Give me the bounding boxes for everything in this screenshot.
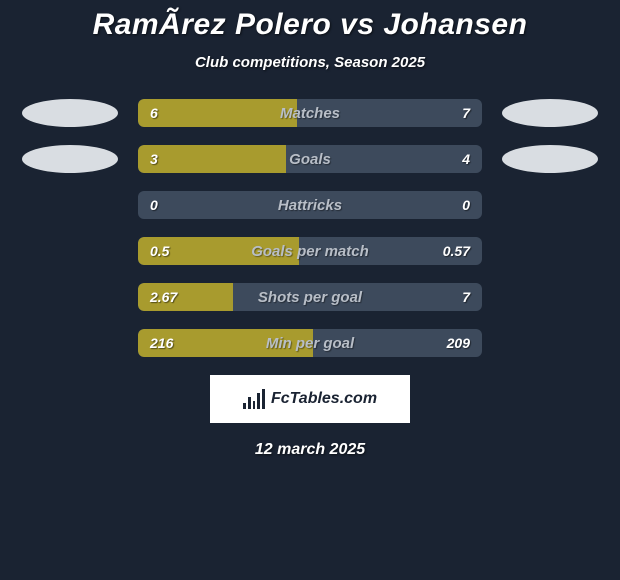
stat-label: Hattricks — [138, 191, 482, 219]
stat-row: 0.50.57Goals per match — [0, 237, 620, 265]
player-badge-left — [22, 283, 118, 311]
stat-value-right: 7 — [450, 283, 482, 311]
stat-value-left: 2.67 — [138, 283, 189, 311]
subtitle: Club competitions, Season 2025 — [0, 54, 620, 71]
comparison-container: RamÃ­rez Polero vs Johansen Club competi… — [0, 0, 620, 459]
logo-text: FcTables.com — [271, 390, 377, 408]
stat-bar: 34Goals — [138, 145, 482, 173]
player-badge-right — [502, 329, 598, 357]
stat-row: 34Goals — [0, 145, 620, 173]
stat-value-left: 0.5 — [138, 237, 181, 265]
stat-value-left: 6 — [138, 99, 170, 127]
bar-chart-icon — [243, 389, 265, 409]
stat-value-left: 0 — [138, 191, 170, 219]
stat-bar: 67Matches — [138, 99, 482, 127]
stat-row: 0 0Hattricks — [0, 191, 620, 219]
player-badge-left — [22, 145, 118, 173]
stat-row: 216209Min per goal — [0, 329, 620, 357]
stat-value-right: 4 — [450, 145, 482, 173]
date-label: 12 march 2025 — [0, 441, 620, 459]
stat-value-right: 0 — [450, 191, 482, 219]
player-badge-right — [502, 99, 598, 127]
player-badge-right — [502, 191, 598, 219]
stat-bar: 0.50.57Goals per match — [138, 237, 482, 265]
stat-rows: 67Matches34Goals00Hattricks0.50.57Goals … — [0, 99, 620, 357]
stat-row: 67Matches — [0, 99, 620, 127]
player-badge-left — [22, 237, 118, 265]
stat-value-right: 7 — [450, 99, 482, 127]
player-badge-left — [22, 191, 118, 219]
stat-bar: 2.677Shots per goal — [138, 283, 482, 311]
stat-value-left: 216 — [138, 329, 185, 357]
stat-bar: 0 0Hattricks — [138, 191, 482, 219]
player-badge-right — [502, 283, 598, 311]
stat-bar: 216209Min per goal — [138, 329, 482, 357]
player-badge-left — [22, 99, 118, 127]
player-badge-left — [22, 329, 118, 357]
logo-box: FcTables.com — [210, 375, 410, 423]
page-title: RamÃ­rez Polero vs Johansen — [0, 8, 620, 42]
stat-value-left: 3 — [138, 145, 170, 173]
stat-value-right: 0.57 — [431, 237, 482, 265]
player-badge-right — [502, 145, 598, 173]
player-badge-right — [502, 237, 598, 265]
stat-value-right: 209 — [435, 329, 482, 357]
stat-row: 2.677Shots per goal — [0, 283, 620, 311]
